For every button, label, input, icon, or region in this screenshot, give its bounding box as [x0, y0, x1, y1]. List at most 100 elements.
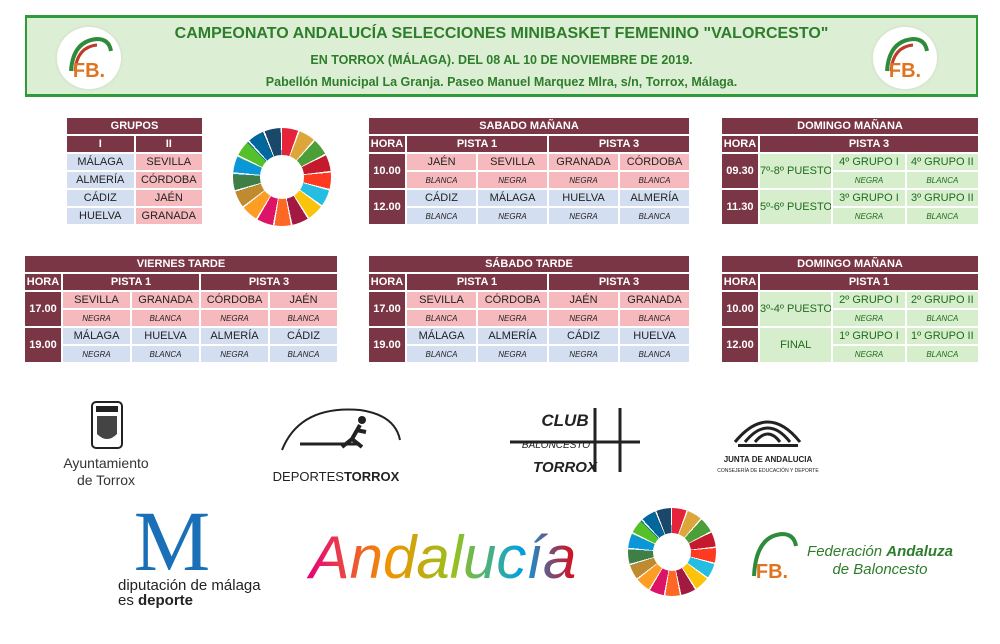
- time-cell: 17.00: [25, 292, 61, 326]
- fb-text: FB.: [756, 561, 788, 583]
- jersey-cell: NEGRA: [549, 346, 618, 362]
- jersey-cell: BLANCA: [906, 310, 978, 326]
- team-cell: HUELVA: [620, 328, 689, 344]
- team-cell: MÁLAGA: [67, 154, 134, 170]
- title: CAMPEONATO ANDALUCÍA SELECCIONES MINIBAS…: [174, 25, 829, 42]
- team-cell: ALMERÍA: [620, 190, 689, 206]
- header-row: HORA PISTA 3: [722, 136, 978, 152]
- team-cell: CÓRDOBA: [201, 292, 268, 308]
- title-row: GRUPOS: [67, 118, 202, 134]
- team-cell: 2º GRUPO II: [906, 292, 978, 308]
- team-cell: CÓRDOBA: [135, 172, 202, 188]
- court-header: PISTA 1: [407, 136, 547, 152]
- ayuntamiento-line: Ayuntamiento: [63, 455, 149, 471]
- andalucia-brand: Andalucía: [307, 524, 577, 591]
- deportes-logo: DEPORTESTORROX: [273, 408, 401, 484]
- match-row: 17.00 SEVILLA CÓRDOBA JAÉN GRANADA: [369, 292, 689, 326]
- court-header: PISTA 3: [760, 136, 978, 152]
- color-row: BLANCA NEGRA NEGRA BLANCA: [369, 346, 689, 362]
- jersey-cell: NEGRA: [833, 346, 905, 362]
- jersey-cell: NEGRA: [201, 310, 268, 326]
- team-cell: JAÉN: [135, 190, 202, 206]
- jersey-cell: NEGRA: [549, 172, 618, 188]
- match-row: 19.00 MÁLAGA HUELVA ALMERÍA CÁDIZ: [25, 328, 337, 362]
- jersey-cell: BLANCA: [407, 172, 476, 188]
- team-cell: SEVILLA: [135, 154, 202, 170]
- jersey-cell: BLANCA: [132, 346, 199, 362]
- header-row: HORA PISTA 1: [722, 274, 978, 290]
- color-row: NEGRA BLANCA: [722, 172, 978, 188]
- team-cell: ALMERÍA: [67, 172, 134, 188]
- ayuntamiento-logo: Ayuntamiento de Torrox: [63, 401, 149, 488]
- color-row: BLANCA NEGRA NEGRA BLANCA: [369, 208, 689, 224]
- time-cell: 12.00: [369, 190, 405, 224]
- match-row: 19.00 MÁLAGA ALMERÍA CÁDIZ HUELVA: [369, 328, 689, 362]
- jersey-cell: NEGRA: [833, 208, 905, 224]
- team-cell: CÓRDOBA: [620, 154, 689, 170]
- place-cell: FINAL: [760, 328, 832, 362]
- group-row: ALMERÍA CÓRDOBA: [67, 172, 202, 188]
- group-row: CÁDIZ JAÉN: [67, 190, 202, 206]
- color-row: NEGRA BLANCA: [722, 208, 978, 224]
- schedule-table: SÁBADO TARDE HORA PISTA 1 PISTA 3 17.00 SEVIL…: [367, 254, 691, 364]
- team-cell: 4º GRUPO II: [906, 154, 978, 170]
- match-row: 09.30 7º-8º PUESTO 4º GRUPO I 4º GRUPO II: [722, 154, 978, 188]
- match-row: 17.00 SEVILLA GRANADA CÓRDOBA JAÉN: [25, 292, 337, 326]
- team-cell: 1º GRUPO II: [906, 328, 978, 344]
- groups-table: GRUPOS I II MÁLAGA SEVILLA ALMERÍA CÓRDOBA CÁDI…: [65, 116, 204, 226]
- team-cell: 3º GRUPO II: [906, 190, 978, 206]
- team-cell: GRANADA: [620, 292, 689, 308]
- time-cell: 19.00: [369, 328, 405, 362]
- group-row: HUELVA GRANADA: [67, 208, 202, 224]
- fb-logo-mark: FB.: [69, 36, 113, 82]
- color-row: BLANCA NEGRA NEGRA BLANCA: [369, 172, 689, 188]
- torrox-word: TORROX: [533, 459, 598, 476]
- jersey-cell: NEGRA: [63, 346, 130, 362]
- diputacion-line: es deporte: [118, 592, 193, 609]
- header-row: HORA PISTA 1 PISTA 3: [369, 274, 689, 290]
- es-word: es: [118, 592, 134, 609]
- team-cell: CÁDIZ: [67, 190, 134, 206]
- team-cell: CÓRDOBA: [478, 292, 547, 308]
- team-cell: CÁDIZ: [407, 190, 476, 206]
- place-cell: 3º-4º PUESTO: [760, 292, 832, 326]
- club-logo: CLUB BALONCESTO TORROX: [510, 408, 640, 476]
- subtitle: EN TORROX (MÁLAGA). DEL 08 AL 10 DE NOVI…: [310, 53, 693, 67]
- team-cell: SEVILLA: [407, 292, 476, 308]
- deportes-word: DEPORTES: [273, 469, 345, 484]
- color-row: NEGRA BLANCA: [722, 346, 978, 362]
- time-cell: 11.30: [722, 190, 758, 224]
- fb-text: FB.: [889, 60, 921, 82]
- hora-header: HORA: [722, 136, 758, 152]
- table-title: DOMINGO MAÑANA: [722, 118, 978, 134]
- diputacion-m: M: [134, 493, 210, 589]
- jersey-cell: NEGRA: [201, 346, 268, 362]
- hora-header: HORA: [369, 274, 405, 290]
- andaluza-word: Andaluza: [885, 543, 953, 560]
- torrox-word: TORROX: [344, 469, 400, 484]
- header: FB. FB. CAMPEONATO ANDALUCÍA SELECCIONES…: [25, 15, 978, 97]
- jersey-cell: NEGRA: [478, 346, 547, 362]
- color-row: NEGRA BLANCA NEGRA BLANCA: [25, 346, 337, 362]
- sdg-wheel: [233, 128, 331, 226]
- jersey-cell: BLANCA: [270, 346, 337, 362]
- team-cell: CÁDIZ: [549, 328, 618, 344]
- court-header: PISTA 1: [760, 274, 978, 290]
- team-cell: SEVILLA: [478, 154, 547, 170]
- fb-logo: FB.: [871, 25, 939, 91]
- header-row: HORA PISTA 1 PISTA 3: [25, 274, 337, 290]
- jersey-cell: NEGRA: [833, 172, 905, 188]
- jersey-cell: BLANCA: [407, 346, 476, 362]
- team-cell: 3º GRUPO I: [833, 190, 905, 206]
- jersey-cell: BLANCA: [906, 208, 978, 224]
- jersey-cell: BLANCA: [620, 172, 689, 188]
- venue: Pabellón Municipal La Granja. Paseo Manu…: [265, 75, 738, 89]
- hora-header: HORA: [369, 136, 405, 152]
- time-cell: 19.00: [25, 328, 61, 362]
- federacion-logo: FB. Federación Andaluza de Baloncesto: [752, 531, 953, 583]
- diputacion-line: diputación de málaga: [118, 577, 261, 594]
- team-cell: CÁDIZ: [270, 328, 337, 344]
- team-cell: MÁLAGA: [478, 190, 547, 206]
- time-cell: 10.00: [722, 292, 758, 326]
